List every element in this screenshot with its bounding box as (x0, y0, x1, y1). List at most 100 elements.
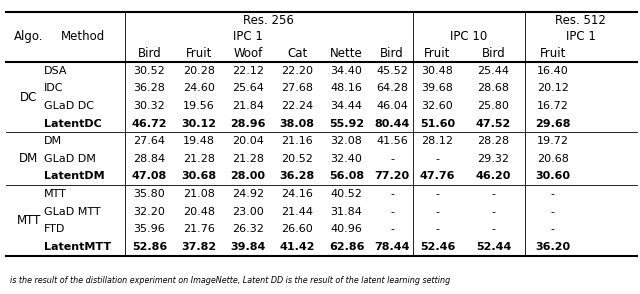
Text: Fruit: Fruit (424, 47, 451, 60)
Text: 22.20: 22.20 (282, 66, 314, 76)
Text: 36.28: 36.28 (280, 171, 315, 181)
Text: 40.52: 40.52 (331, 189, 362, 199)
Text: 21.44: 21.44 (282, 207, 314, 217)
Text: 36.28: 36.28 (134, 83, 165, 93)
Text: 20.52: 20.52 (282, 154, 313, 164)
Text: 56.08: 56.08 (329, 171, 364, 181)
Text: 45.52: 45.52 (376, 66, 408, 76)
Text: Algo.: Algo. (14, 30, 44, 43)
Text: 25.64: 25.64 (232, 83, 264, 93)
Text: 29.68: 29.68 (535, 118, 570, 128)
Text: 46.20: 46.20 (476, 171, 511, 181)
Text: 52.46: 52.46 (420, 242, 455, 252)
Text: -: - (390, 154, 394, 164)
Text: -: - (390, 207, 394, 217)
Text: 26.32: 26.32 (232, 224, 264, 234)
Text: -: - (550, 207, 555, 217)
Text: 20.04: 20.04 (232, 136, 264, 146)
Text: MTT: MTT (44, 189, 67, 199)
Text: 46.72: 46.72 (132, 118, 167, 128)
Text: -: - (390, 189, 394, 199)
Text: GLaD MTT: GLaD MTT (44, 207, 100, 217)
Text: 30.48: 30.48 (422, 66, 453, 76)
Text: Fruit: Fruit (540, 47, 566, 60)
Text: DM: DM (44, 136, 61, 146)
Text: 47.76: 47.76 (420, 171, 455, 181)
Text: 30.60: 30.60 (535, 171, 570, 181)
Text: Cat: Cat (287, 47, 307, 60)
Text: 21.28: 21.28 (232, 154, 264, 164)
Text: 35.80: 35.80 (134, 189, 165, 199)
Text: 41.42: 41.42 (280, 242, 315, 252)
Text: 55.92: 55.92 (329, 118, 364, 128)
Text: 32.20: 32.20 (134, 207, 165, 217)
Text: 29.32: 29.32 (477, 154, 509, 164)
Text: 30.68: 30.68 (181, 171, 216, 181)
Text: 22.24: 22.24 (281, 101, 314, 111)
Text: 21.84: 21.84 (232, 101, 264, 111)
Text: 27.68: 27.68 (282, 83, 314, 93)
Text: 30.52: 30.52 (134, 66, 165, 76)
Text: 28.68: 28.68 (477, 83, 509, 93)
Text: 19.72: 19.72 (536, 136, 569, 146)
Text: 40.96: 40.96 (331, 224, 362, 234)
Text: 30.12: 30.12 (181, 118, 216, 128)
Text: 47.52: 47.52 (476, 118, 511, 128)
Text: 21.16: 21.16 (282, 136, 313, 146)
Text: Bird: Bird (380, 47, 404, 60)
Text: -: - (492, 224, 495, 234)
Text: Nette: Nette (330, 47, 363, 60)
Text: 24.16: 24.16 (282, 189, 313, 199)
Text: 22.12: 22.12 (232, 66, 264, 76)
Text: 77.20: 77.20 (374, 171, 410, 181)
Text: 46.04: 46.04 (376, 101, 408, 111)
Text: LatentMTT: LatentMTT (44, 242, 111, 252)
Text: 20.28: 20.28 (183, 66, 215, 76)
Text: 62.86: 62.86 (329, 242, 364, 252)
Text: LatentDC: LatentDC (44, 118, 101, 128)
Text: 28.84: 28.84 (133, 154, 166, 164)
Text: -: - (492, 189, 495, 199)
Text: 20.68: 20.68 (537, 154, 568, 164)
Text: 32.60: 32.60 (422, 101, 453, 111)
Text: 20.12: 20.12 (537, 83, 568, 93)
Text: 16.72: 16.72 (537, 101, 568, 111)
Text: 16.40: 16.40 (537, 66, 568, 76)
Text: 48.16: 48.16 (331, 83, 362, 93)
Text: 34.40: 34.40 (331, 66, 362, 76)
Text: DSA: DSA (44, 66, 67, 76)
Text: 38.08: 38.08 (280, 118, 315, 128)
Text: Woof: Woof (234, 47, 262, 60)
Text: 64.28: 64.28 (376, 83, 408, 93)
Text: 36.20: 36.20 (535, 242, 570, 252)
Text: DM: DM (19, 152, 38, 165)
Text: 28.00: 28.00 (230, 171, 266, 181)
Text: -: - (492, 207, 495, 217)
Text: 30.32: 30.32 (134, 101, 165, 111)
Text: Res. 512: Res. 512 (556, 14, 606, 26)
Text: 27.64: 27.64 (134, 136, 165, 146)
Text: 21.28: 21.28 (183, 154, 215, 164)
Text: 24.60: 24.60 (183, 83, 214, 93)
Text: IPC 1: IPC 1 (566, 30, 596, 43)
Text: GLaD DC: GLaD DC (44, 101, 93, 111)
Text: 25.80: 25.80 (477, 101, 509, 111)
Text: 52.86: 52.86 (132, 242, 167, 252)
Text: -: - (435, 154, 440, 164)
Text: -: - (390, 224, 394, 234)
Text: Bird: Bird (481, 47, 506, 60)
Text: IDC: IDC (44, 83, 63, 93)
Text: 23.00: 23.00 (232, 207, 264, 217)
Text: IPC 10: IPC 10 (450, 30, 488, 43)
Text: 35.96: 35.96 (134, 224, 165, 234)
Text: 37.82: 37.82 (181, 242, 216, 252)
Text: Method: Method (61, 30, 106, 43)
Text: -: - (550, 189, 555, 199)
Text: 51.60: 51.60 (420, 118, 455, 128)
Text: 26.60: 26.60 (282, 224, 313, 234)
Text: 32.08: 32.08 (331, 136, 362, 146)
Text: 21.08: 21.08 (183, 189, 214, 199)
Text: 34.44: 34.44 (331, 101, 362, 111)
Text: 41.56: 41.56 (376, 136, 408, 146)
Text: 78.44: 78.44 (374, 242, 410, 252)
